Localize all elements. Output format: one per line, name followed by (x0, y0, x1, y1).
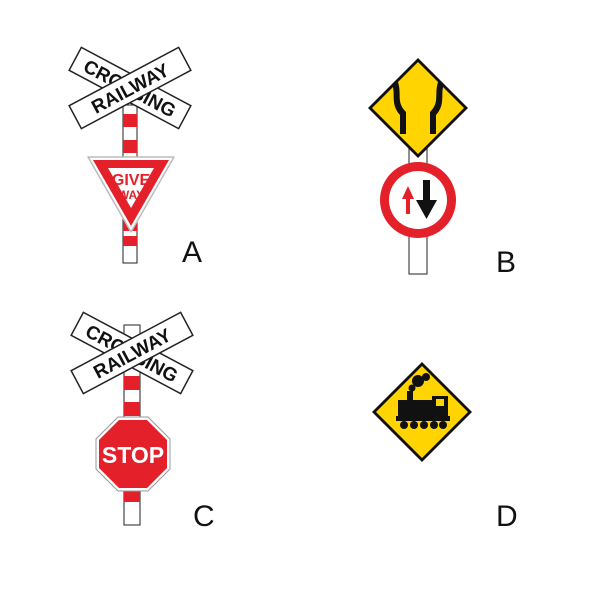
priority-to-oncoming-traffic-icon (380, 162, 456, 238)
steam-train-icon (372, 362, 472, 462)
give-way-line1: GIVE (112, 172, 151, 189)
stop-sign: STOP (95, 416, 171, 492)
option-letter-d[interactable]: D (496, 500, 518, 533)
option-letter-a[interactable]: A (182, 236, 203, 269)
narrow-bridge-icon (368, 58, 468, 158)
give-way-line2: WAY (118, 188, 144, 202)
option-letter-c[interactable]: C (193, 500, 215, 533)
give-way-sign: GIVE WAY (87, 156, 175, 233)
stop-label: STOP (102, 442, 164, 468)
option-letter-b[interactable]: B (496, 246, 517, 279)
